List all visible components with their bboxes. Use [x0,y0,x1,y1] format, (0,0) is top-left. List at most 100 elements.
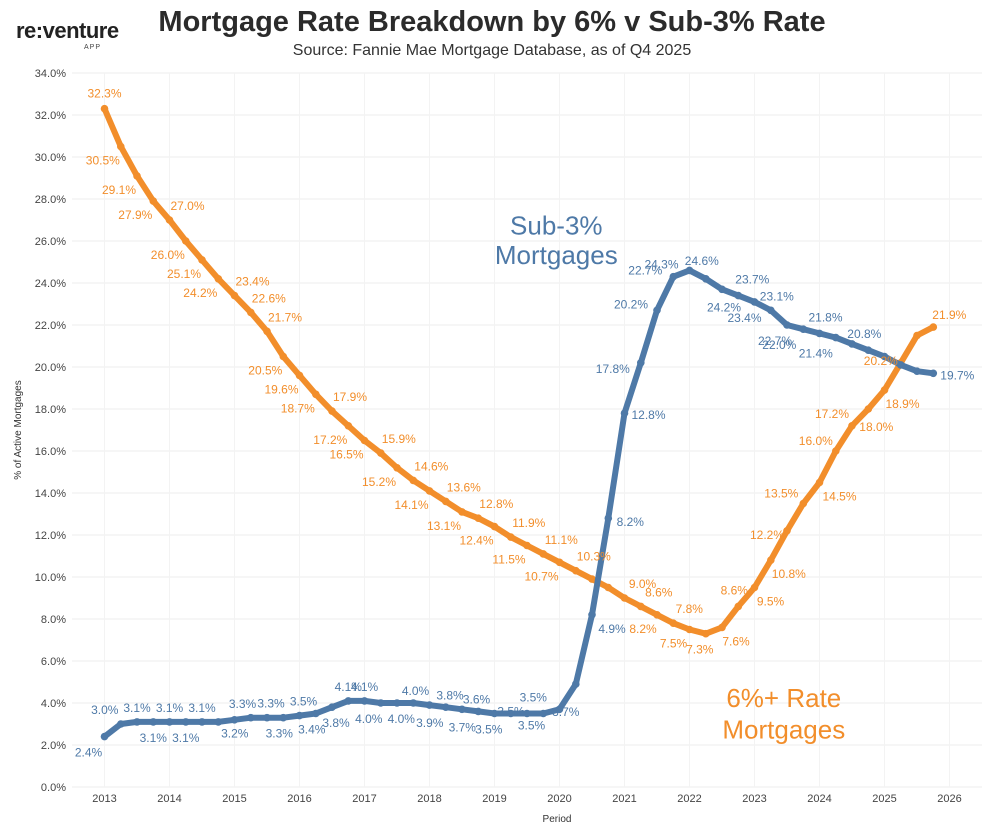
data-label-six: 11.9% [512,516,545,530]
data-label-sub3: 3.0% [91,703,119,717]
data-point-six [230,291,239,300]
data-label-six: 18.7% [281,401,315,415]
data-label-six: 11.5% [492,553,525,567]
data-point-six [718,623,726,632]
x-tick-label: 2021 [612,793,636,805]
data-label-sub3: 3.1% [156,701,184,715]
data-point-six [149,197,158,205]
data-point-sub3 [637,359,645,367]
y-tick-label: 4.0% [41,698,66,710]
logo-wordmark: re:venture [16,18,119,43]
data-label-six: 32.3% [87,87,121,101]
data-point-sub3 [767,306,775,315]
data-point-sub3 [198,718,206,726]
y-tick-label: 8.0% [41,614,66,626]
data-point-sub3 [620,409,629,418]
data-label-sub3: 3.5% [290,695,318,709]
data-label-sub3: 3.1% [140,731,168,745]
data-label-six: 7.3% [686,643,714,657]
x-tick-label: 2025 [872,793,896,805]
data-label-six: 9.5% [757,595,785,609]
data-label-six: 27.9% [118,208,152,222]
data-point-six [198,256,206,264]
series-group [100,104,938,741]
data-label-six: 15.2% [362,475,396,489]
data-label-six: 8.2% [629,622,657,636]
y-tick-label: 10.0% [35,572,66,584]
data-label-sub3: 4.9% [598,622,626,636]
y-tick-label: 28.0% [35,194,66,206]
y-tick-label: 26.0% [35,236,66,248]
data-label-sub3: 3.1% [172,731,200,745]
data-label-six: 18.9% [885,397,919,411]
series-annotation-six: Mortgages [722,715,845,745]
data-point-six [702,629,710,638]
data-point-sub3 [425,701,434,709]
data-point-six [848,422,856,430]
data-label-sub3: 2.4% [75,746,103,760]
data-point-sub3 [263,713,271,722]
data-label-six: 27.0% [170,199,204,213]
data-point-sub3 [328,703,336,711]
data-point-six [588,575,596,583]
data-point-sub3 [799,325,808,334]
y-tick-label: 2.0% [41,740,66,752]
data-point-six [832,447,840,455]
data-point-six [653,611,661,619]
data-point-sub3 [247,713,255,722]
data-label-sub3: 20.8% [847,327,881,341]
data-label-sub3: 3.4% [298,723,326,737]
data-point-sub3 [702,275,710,283]
y-tick-label: 22.0% [35,320,66,332]
data-label-sub3: 3.2% [221,727,249,741]
data-point-sub3 [507,709,515,718]
x-tick-label: 2019 [482,793,506,805]
data-label-six: 13.1% [427,519,461,533]
data-point-six [799,499,808,508]
data-point-six [133,172,141,180]
data-label-sub3: 24.2% [707,300,741,314]
chart-subtitle: Source: Fannie Mae Mortgage Database, as… [292,42,692,59]
y-tick-label: 6.0% [41,656,66,668]
data-point-sub3 [555,705,564,714]
data-label-sub3: 21.8% [808,310,842,324]
data-label-six: 30.5% [86,154,120,168]
data-point-sub3 [458,705,466,714]
series-annotation-six: 6%+ Rate [726,683,841,713]
data-label-six: 29.1% [102,183,136,197]
data-point-six [360,436,369,445]
data-point-sub3 [344,697,353,705]
data-label-six: 16.5% [329,448,363,462]
x-tick-label: 2015 [222,793,246,805]
data-label-six: 7.5% [660,637,688,651]
data-point-six [425,487,434,495]
data-label-six: 17.2% [313,433,347,447]
brand-logo: re:venture APP [16,18,119,51]
x-tick-label: 2016 [287,793,311,805]
data-label-sub3: 4.0% [402,684,430,698]
x-tick-label: 2013 [92,793,116,805]
x-tick-label: 2023 [742,793,766,805]
data-point-six [523,541,531,550]
data-label-six: 10.8% [772,567,806,581]
data-point-sub3 [864,346,873,355]
x-tick-label: 2014 [157,793,181,805]
data-point-six [815,478,824,487]
y-tick-label: 16.0% [35,446,66,458]
data-point-sub3 [685,266,694,275]
data-label-six: 17.9% [333,390,367,404]
data-point-six [214,275,223,283]
data-point-six [393,464,401,472]
data-point-six [117,142,125,151]
data-point-six [750,583,759,592]
data-label-sub3: 3.3% [257,697,285,711]
data-point-sub3 [832,333,840,342]
data-label-sub3: 22.7% [758,334,792,348]
data-label-sub3: 4.1% [335,680,363,694]
data-point-six [458,508,466,516]
y-tick-label: 12.0% [35,530,66,542]
data-label-six: 24.2% [183,286,217,300]
data-point-sub3 [539,709,548,718]
data-label-sub3: 8.2% [617,515,645,529]
